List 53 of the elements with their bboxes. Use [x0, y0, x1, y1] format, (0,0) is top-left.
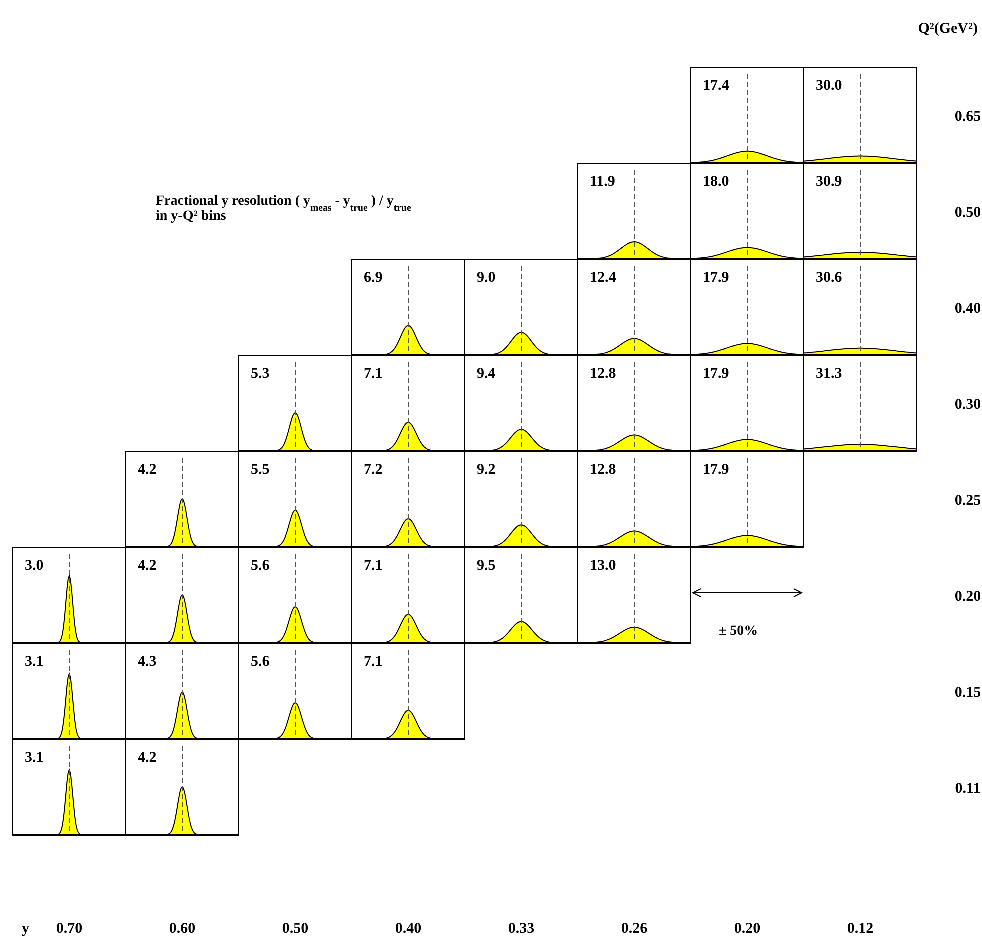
data-label: 9.0	[477, 270, 496, 286]
x-tick-label: 0.50	[282, 921, 309, 937]
data-label: 7.1	[364, 558, 383, 574]
data-label: 4.2	[138, 750, 157, 766]
data-label: 11.9	[590, 174, 616, 190]
data-label: 3.1	[25, 654, 44, 670]
y-tick-label: 0.40	[954, 301, 982, 317]
data-label: 30.6	[816, 270, 843, 286]
data-label: 12.8	[590, 366, 616, 382]
data-label: 12.4	[590, 270, 617, 286]
x-tick-label: 0.40	[395, 921, 422, 937]
data-label: 5.6	[251, 654, 270, 670]
data-label: 7.1	[364, 654, 383, 670]
data-label: 7.2	[364, 462, 383, 478]
data-label: 7.1	[364, 366, 383, 382]
data-label: 4.2	[138, 558, 157, 574]
data-label: 5.5	[251, 462, 270, 478]
y-tick-label: 0.11	[955, 781, 981, 797]
x-tick-label: 0.20	[734, 921, 761, 937]
data-label: 9.4	[477, 366, 496, 382]
y-tick-label: 0.20	[954, 589, 982, 605]
data-label: 30.0	[816, 78, 842, 94]
y-tick-label: 0.65	[954, 109, 982, 125]
data-label: 17.9	[703, 366, 730, 382]
data-label: 6.9	[364, 270, 383, 286]
annotation: ± 50%	[719, 624, 758, 639]
data-label: 9.5	[477, 558, 496, 574]
data-label: 12.8	[590, 462, 616, 478]
x-tick-label: 0.70	[56, 921, 83, 937]
data-label: 4.2	[138, 462, 157, 478]
data-label: 3.1	[25, 750, 44, 766]
data-label: 9.2	[477, 462, 496, 478]
data-label: 3.0	[25, 558, 44, 574]
data-label: 4.3	[138, 654, 157, 670]
y-axis-title: Q²(GeV²)	[918, 21, 978, 37]
data-label: 5.6	[251, 558, 270, 574]
y-tick-label: 0.30	[954, 397, 982, 413]
data-label: 5.3	[251, 366, 270, 382]
data-label: 17.9	[703, 462, 730, 478]
data-label: 18.0	[703, 174, 730, 190]
x-tick-label: 0.12	[847, 921, 874, 937]
y-tick-label: 0.15	[954, 685, 982, 701]
y-tick-label: 0.25	[954, 493, 982, 509]
data-label: 30.9	[816, 174, 842, 190]
x-tick-label: 0.60	[169, 921, 196, 937]
y-tick-label: 0.50	[954, 205, 982, 221]
data-label: 17.9	[703, 270, 730, 286]
data-label: 17.4	[703, 78, 730, 94]
data-label: 31.3	[816, 366, 842, 382]
x-tick-label: 0.26	[621, 921, 648, 937]
data-label: 13.0	[590, 558, 616, 574]
x-axis-title: y	[22, 921, 30, 937]
x-tick-label: 0.33	[508, 921, 535, 937]
